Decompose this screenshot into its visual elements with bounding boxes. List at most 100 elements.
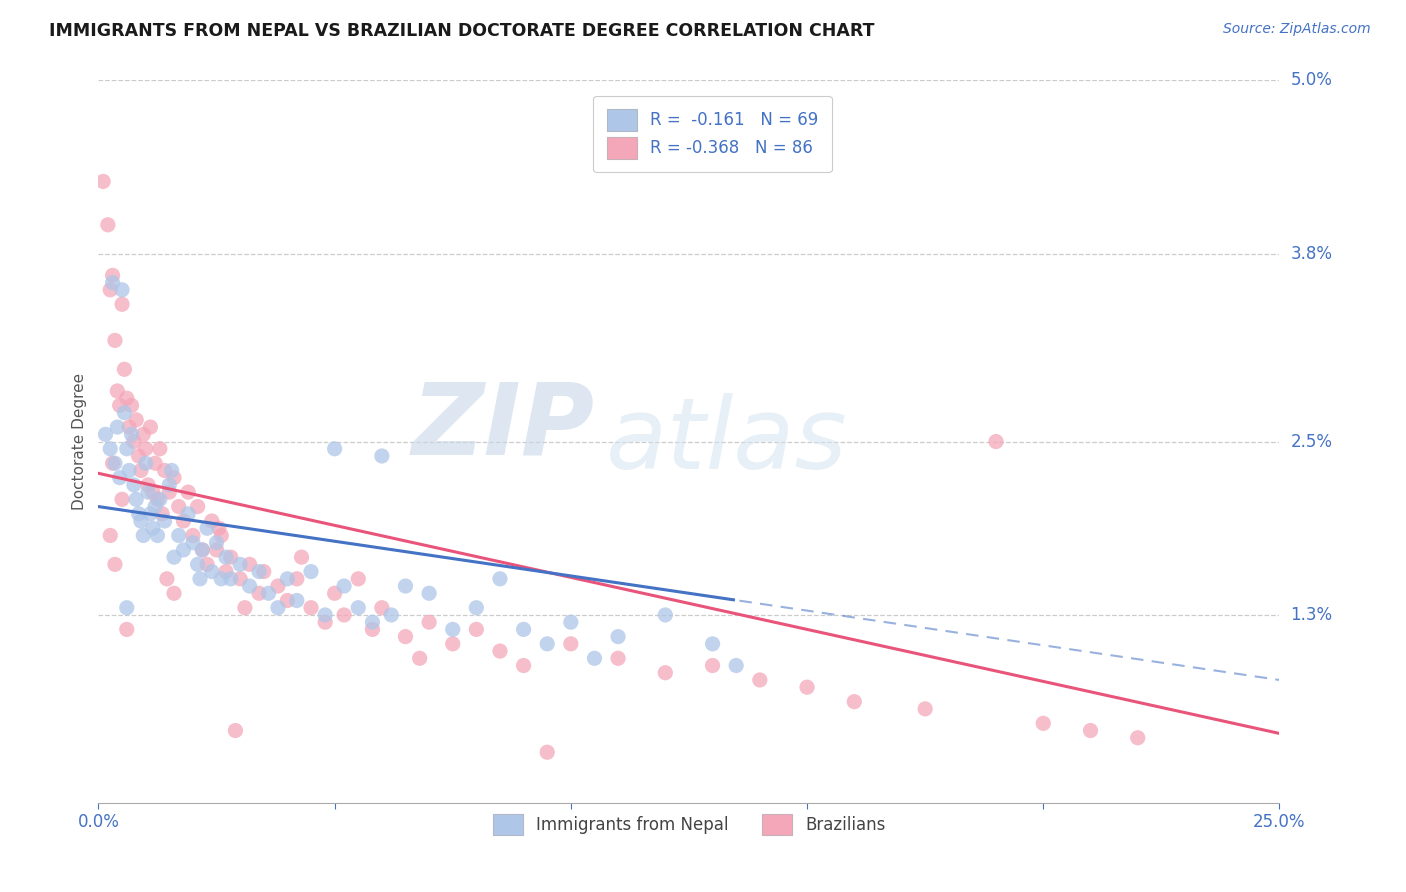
Point: [489, 572, 512, 586]
Point: [654, 607, 676, 622]
Point: [98, 283, 121, 297]
Point: [111, 283, 134, 297]
Point: [191, 542, 214, 557]
Point: [560, 637, 582, 651]
Point: [418, 586, 440, 600]
Text: ZIP: ZIP: [412, 378, 595, 475]
Point: [139, 507, 162, 521]
Point: [253, 565, 276, 579]
Point: [187, 500, 209, 514]
Point: [229, 558, 252, 572]
Point: [219, 550, 242, 565]
Point: [136, 478, 159, 492]
Point: [128, 507, 150, 521]
Point: [122, 434, 145, 449]
Point: [512, 658, 534, 673]
Y-axis label: Doctorate Degree: Doctorate Degree: [72, 373, 87, 510]
Text: 2.5%: 2.5%: [1291, 433, 1333, 450]
Point: [115, 391, 138, 405]
Point: [290, 550, 312, 565]
Point: [408, 651, 430, 665]
Point: [101, 276, 124, 290]
Point: [135, 442, 157, 456]
Point: [191, 542, 214, 557]
Text: Source: ZipAtlas.com: Source: ZipAtlas.com: [1223, 22, 1371, 37]
Point: [121, 427, 143, 442]
Point: [984, 434, 1007, 449]
Point: [276, 572, 298, 586]
Point: [299, 565, 322, 579]
Point: [489, 644, 512, 658]
Point: [160, 463, 183, 477]
Text: 3.8%: 3.8%: [1291, 244, 1333, 262]
Point: [229, 572, 252, 586]
Point: [135, 456, 157, 470]
Point: [465, 600, 488, 615]
Point: [104, 456, 127, 470]
Point: [796, 680, 818, 694]
Point: [233, 600, 256, 615]
Point: [97, 218, 120, 232]
Point: [98, 528, 121, 542]
Point: [150, 507, 173, 521]
Point: [441, 623, 464, 637]
Point: [181, 528, 204, 542]
Point: [215, 550, 238, 565]
Point: [108, 398, 131, 412]
Point: [201, 514, 224, 528]
Text: 5.0%: 5.0%: [1291, 71, 1333, 89]
Point: [347, 600, 370, 615]
Point: [153, 463, 176, 477]
Point: [208, 521, 231, 535]
Point: [94, 427, 117, 442]
Point: [205, 535, 228, 549]
Text: atlas: atlas: [606, 393, 848, 490]
Point: [157, 478, 180, 492]
Point: [323, 586, 346, 600]
Point: [142, 485, 165, 500]
Point: [536, 637, 558, 651]
Point: [112, 406, 135, 420]
Point: [219, 572, 242, 586]
Text: 1.3%: 1.3%: [1291, 606, 1333, 624]
Point: [1032, 716, 1054, 731]
Point: [181, 535, 204, 549]
Point: [209, 528, 232, 542]
Point: [725, 658, 748, 673]
Point: [247, 565, 270, 579]
Point: [187, 558, 209, 572]
Point: [607, 651, 630, 665]
Point: [239, 558, 262, 572]
Point: [129, 463, 152, 477]
Point: [111, 297, 134, 311]
Point: [167, 528, 190, 542]
Point: [125, 413, 148, 427]
Point: [132, 427, 155, 442]
Point: [607, 630, 630, 644]
Point: [101, 268, 124, 283]
Point: [118, 420, 141, 434]
Point: [172, 542, 194, 557]
Point: [323, 442, 346, 456]
Point: [163, 586, 186, 600]
Point: [418, 615, 440, 630]
Point: [209, 572, 232, 586]
Point: [380, 607, 402, 622]
Point: [121, 398, 143, 412]
Point: [333, 579, 356, 593]
Point: [195, 521, 218, 535]
Point: [104, 558, 127, 572]
Point: [91, 174, 114, 188]
Point: [314, 607, 336, 622]
Point: [702, 658, 724, 673]
Point: [654, 665, 676, 680]
Point: [371, 600, 394, 615]
Point: [465, 623, 488, 637]
Point: [299, 600, 322, 615]
Point: [441, 637, 464, 651]
Point: [105, 420, 128, 434]
Point: [115, 600, 138, 615]
Point: [201, 565, 224, 579]
Point: [361, 615, 384, 630]
Point: [188, 572, 211, 586]
